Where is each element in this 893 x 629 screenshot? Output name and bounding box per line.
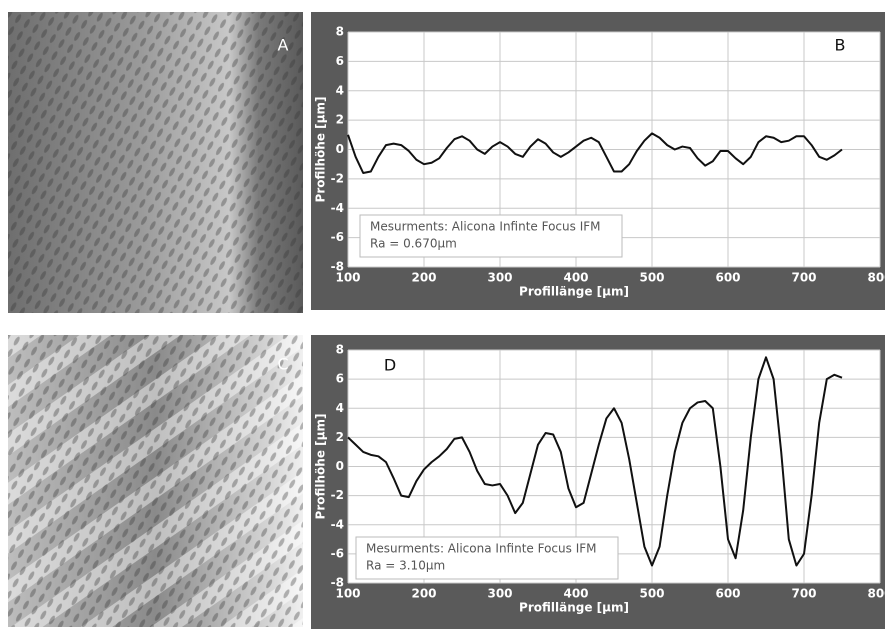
y-tick-label: 6	[336, 54, 344, 68]
sem-image-c: C	[8, 335, 303, 627]
y-tick-label: -6	[331, 546, 344, 560]
annotation: Ra = 3.10µm	[366, 559, 445, 573]
annotation-box	[359, 214, 623, 258]
annotation-box	[355, 536, 619, 580]
y-tick-label: 2	[336, 430, 344, 444]
y-tick-label: 0	[336, 459, 344, 473]
x-tick-label: 100	[335, 587, 360, 601]
x-tick-label: 400	[563, 271, 588, 285]
x-tick-label: 700	[791, 587, 816, 601]
y-tick-label: 4	[336, 83, 344, 97]
x-tick-label: 300	[487, 271, 512, 285]
y-tick-label: -4	[331, 517, 344, 531]
image-label: A	[278, 36, 289, 55]
y-tick-label: 8	[336, 25, 344, 39]
y-tick-label: 4	[336, 401, 344, 415]
profile-line	[347, 356, 843, 567]
x-tick-label: 500	[639, 271, 664, 285]
x-tick-label: 600	[715, 587, 740, 601]
image-label: C	[277, 355, 288, 374]
x-tick-label: 800	[867, 587, 892, 601]
x-tick-label: 600	[715, 271, 740, 285]
annotation: Mesurments: Alicona Infinte Focus IFM	[370, 220, 601, 234]
x-tick-label: 300	[487, 587, 512, 601]
profile-line	[347, 132, 843, 174]
annotation: Mesurments: Alicona Infinte Focus IFM	[366, 542, 597, 556]
y-tick-label: -8	[331, 260, 344, 274]
y-tick-label: -2	[331, 171, 344, 185]
y-tick-label: -8	[331, 576, 344, 590]
chart: 100 200 300 400 500 600 700 800 -8 -6 -4 -2 0 2 4 6 8 Pro…	[311, 12, 893, 310]
y-tick-label: 2	[336, 113, 344, 127]
y-axis-title: Profilhöhe [µm]	[314, 414, 328, 520]
panel-label: D	[384, 356, 396, 375]
y-tick-label: -2	[331, 488, 344, 502]
x-axis-title: Profillänge [µm]	[519, 601, 629, 615]
panel-label: B	[835, 36, 846, 55]
y-tick-label: 0	[336, 142, 344, 156]
x-tick-label: 400	[563, 587, 588, 601]
x-axis-title: Profillänge [µm]	[519, 285, 629, 299]
y-tick-label: 6	[336, 372, 344, 386]
sem-image-a: A	[8, 12, 303, 313]
y-tick-label: 8	[336, 343, 344, 357]
x-tick-label: 800	[867, 271, 892, 285]
y-tick-label: -4	[331, 201, 344, 215]
x-tick-label: 200	[411, 271, 436, 285]
x-tick-label: 200	[411, 587, 436, 601]
y-axis-title: Profilhöhe [µm]	[314, 97, 328, 203]
x-tick-label: 700	[791, 271, 816, 285]
x-tick-label: 500	[639, 587, 664, 601]
y-tick-label: -6	[331, 230, 344, 244]
x-tick-label: 100	[335, 271, 360, 285]
chart: 100 200 300 400 500 600 700 800 -8 -6 -4 -2 0 2 4 6 8 Pro…	[311, 335, 893, 629]
annotation: Ra = 0.670µm	[370, 237, 457, 251]
